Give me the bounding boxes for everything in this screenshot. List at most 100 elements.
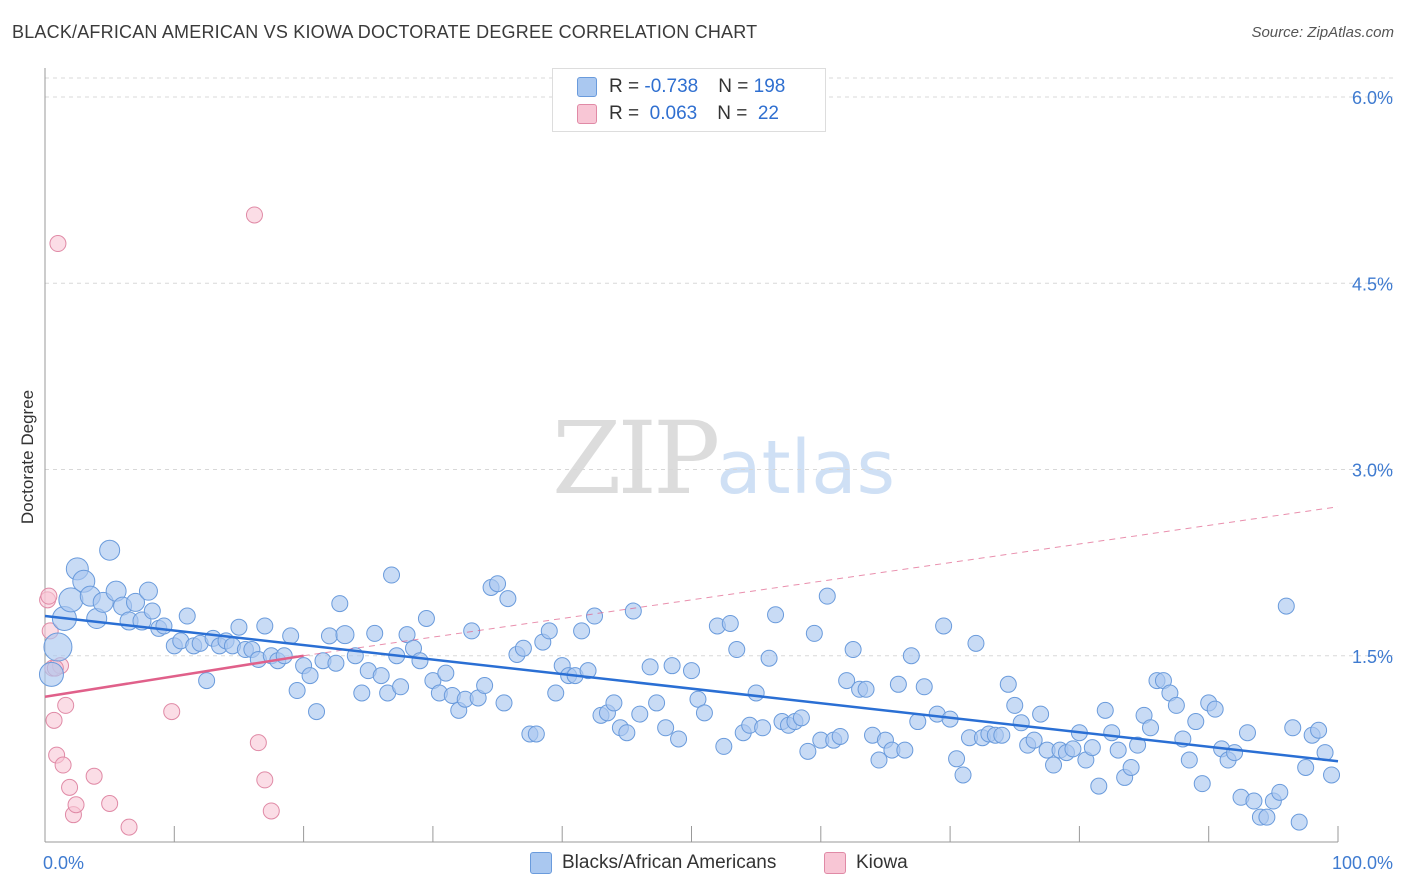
data-point-blacks: [353, 684, 371, 702]
data-point-blacks: [792, 709, 810, 727]
data-point-blacks: [437, 664, 455, 682]
data-point-blacks: [547, 684, 565, 702]
data-point-kiowa: [49, 235, 67, 253]
data-point-blacks: [857, 680, 875, 698]
bottom-legend-swatch-blacks: [530, 852, 552, 874]
data-point-blacks: [1064, 740, 1082, 758]
data-point-blacks: [1090, 777, 1108, 795]
data-point-blacks: [1025, 731, 1043, 749]
data-point-blacks: [1284, 719, 1302, 737]
data-point-blacks: [631, 705, 649, 723]
y-tick-label: 3.0%: [1352, 461, 1393, 481]
data-point-blacks: [760, 649, 778, 667]
data-point-blacks: [463, 622, 481, 640]
data-point-blacks: [902, 647, 920, 665]
legend-swatch-blacks: [577, 77, 597, 97]
data-point-blacks: [648, 694, 666, 712]
data-point-kiowa: [245, 206, 263, 224]
data-point-kiowa: [67, 796, 85, 814]
trend-line-kiowa-dashed: [303, 506, 1339, 657]
trend-lines: [44, 506, 1339, 763]
data-point-blacks: [143, 602, 161, 620]
data-point-blacks: [38, 661, 64, 687]
data-point-blacks: [1096, 701, 1114, 719]
data-point-blacks: [256, 617, 274, 635]
data-point-kiowa: [120, 818, 138, 836]
data-point-blacks: [1122, 759, 1140, 776]
data-point-blacks: [573, 622, 591, 640]
data-point-blacks: [605, 694, 623, 712]
data-point-blacks: [335, 625, 355, 645]
data-point-blacks: [495, 694, 513, 712]
data-point-blacks: [155, 617, 173, 635]
data-point-blacks: [1323, 766, 1341, 784]
data-point-blacks: [948, 750, 966, 768]
data-point-blacks: [1258, 808, 1276, 826]
axes: [44, 68, 1339, 843]
data-point-blacks: [1310, 721, 1328, 739]
bottom-legend-label-kiowa: Kiowa: [856, 852, 908, 873]
data-point-blacks: [695, 704, 713, 722]
legend-swatch-kiowa: [577, 104, 597, 124]
source-label: Source: ZipAtlas.com: [1251, 24, 1394, 41]
data-point-blacks: [1206, 700, 1224, 718]
y-axis-label: Doctorate Degree: [18, 390, 37, 524]
data-point-blacks: [1012, 714, 1030, 732]
data-point-blacks: [1045, 756, 1063, 774]
data-point-blacks: [993, 726, 1011, 744]
data-point-blacks: [586, 607, 604, 625]
data-point-blacks: [230, 618, 248, 636]
data-point-blacks: [1238, 724, 1256, 742]
data-point-blacks: [1187, 713, 1205, 731]
data-point-blacks: [366, 624, 384, 642]
data-point-blacks: [1297, 759, 1315, 776]
data-point-kiowa: [85, 767, 103, 785]
data-point-blacks: [831, 727, 849, 745]
legend-n-label: N =: [717, 103, 753, 124]
data-point-blacks: [805, 624, 823, 642]
data-point-blacks: [198, 672, 216, 690]
data-point-blacks: [489, 575, 507, 593]
data-point-blacks: [514, 639, 532, 657]
data-point-blacks: [99, 539, 121, 561]
trend-line-kiowa: [44, 654, 304, 698]
legend-r-value: 0.063: [644, 103, 698, 124]
data-point-kiowa: [163, 703, 181, 721]
data-point-blacks: [1193, 775, 1211, 793]
data-point-blacks: [1083, 739, 1101, 757]
data-point-blacks: [844, 641, 862, 659]
watermark: ZIPatlas: [552, 400, 895, 517]
data-point-blacks: [715, 737, 733, 755]
watermark-atlas: atlas: [716, 425, 896, 511]
data-point-blacks: [683, 662, 700, 680]
data-point-blacks: [288, 682, 306, 700]
trend-line-blacks: [44, 614, 1339, 763]
bottom-legend-label-blacks: Blacks/African Americans: [562, 852, 777, 873]
chart-title: BLACK/AFRICAN AMERICAN VS KIOWA DOCTORAT…: [12, 22, 758, 42]
data-point-blacks: [1129, 736, 1147, 754]
data-point-blacks: [1142, 719, 1160, 737]
x-tick-labels: 0.0% 100.0%: [43, 853, 1393, 873]
data-point-blacks: [747, 684, 765, 702]
data-point-blacks: [301, 667, 319, 685]
data-point-blacks: [499, 590, 517, 608]
data-point-blacks: [721, 614, 739, 632]
data-point-blacks: [728, 641, 746, 659]
data-point-kiowa: [45, 711, 63, 729]
data-point-blacks: [476, 677, 494, 695]
data-point-kiowa: [262, 802, 280, 820]
data-point-blacks: [624, 602, 642, 620]
data-point-blacks: [915, 678, 933, 696]
data-point-blacks: [641, 658, 659, 676]
data-point-blacks: [754, 719, 772, 737]
legend-row-blacks: R = -0.738 N = 198: [577, 74, 785, 100]
data-point-blacks: [618, 724, 636, 742]
bottom-legend-kiowa: Kiowa: [824, 852, 908, 874]
data-point-blacks: [398, 626, 416, 644]
data-point-blacks: [331, 595, 349, 613]
data-point-blacks: [670, 730, 688, 748]
data-point-blacks: [1032, 705, 1050, 723]
data-point-blacks: [327, 654, 345, 672]
legend-row-kiowa: R = 0.063 N = 22: [577, 101, 779, 127]
